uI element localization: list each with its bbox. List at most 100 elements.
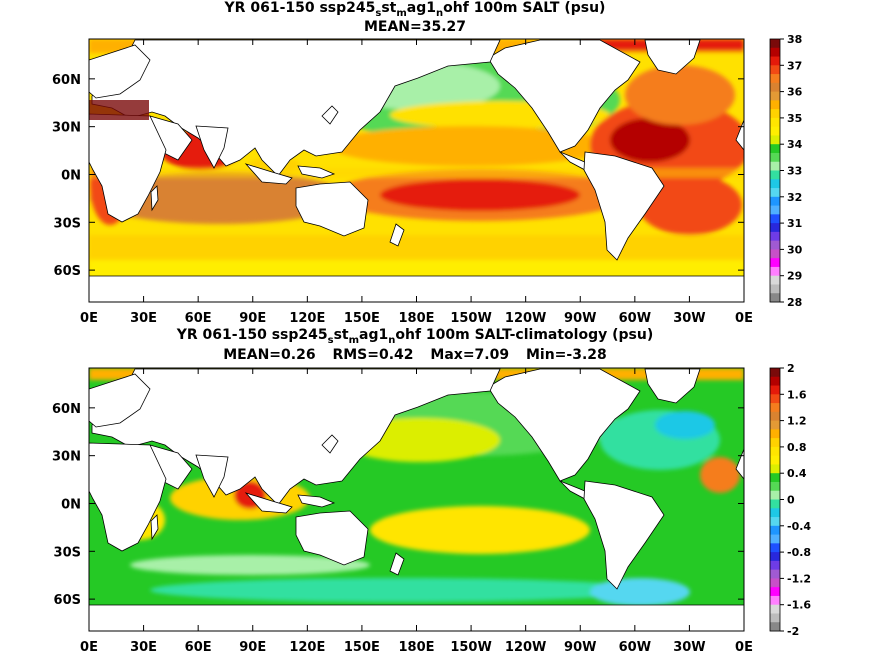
- colorbar-swatch: [770, 438, 780, 448]
- map2-mean: MEAN=0.26: [223, 347, 316, 363]
- colorbar-swatch: [770, 604, 780, 614]
- colorbar-swatch: [770, 490, 780, 500]
- colorbar-tick-label: 32: [787, 191, 802, 204]
- map2-title-part: ohf 100m SALT-climatology (psu): [395, 327, 654, 343]
- x-tick-label: 60W: [619, 311, 651, 326]
- y-tick-label: 60S: [54, 593, 81, 608]
- x-tick-label: 120E: [289, 640, 325, 655]
- map2-title-part: st: [333, 327, 349, 343]
- colorbar-swatch: [770, 100, 780, 110]
- colorbar-tick-label: -0.8: [787, 546, 811, 559]
- map1-title-part: ohf 100m SALT (psu): [443, 0, 606, 16]
- x-tick-label: 90E: [239, 311, 266, 326]
- colorbar-swatch: [770, 420, 780, 430]
- colorbar-swatch: [770, 587, 780, 597]
- colorbar-swatch: [770, 517, 780, 527]
- y-tick-label: 60N: [52, 402, 81, 417]
- colorbar-swatch: [770, 82, 780, 93]
- colorbar-swatch: [770, 152, 780, 163]
- colorbar-tick-label: -2: [787, 625, 799, 638]
- colorbar-swatch: [770, 622, 780, 632]
- map1-xaxis: 0E 30E 60E 90E 120E 150E 180E 150W 120W 90W 60W 30W…: [80, 39, 753, 326]
- map1-colorbar: 38 37 36 35 34 33 32 31 30 29 28: [769, 33, 803, 309]
- colorbar-swatch: [770, 205, 780, 215]
- colorbar-swatch: [770, 117, 780, 128]
- colorbar-swatch: [770, 47, 780, 58]
- colorbar-swatch: [770, 179, 780, 189]
- map2-title: YR 061-150 ssp245sstmag1nohf 100m SALT-c…: [0, 327, 830, 346]
- map2-title-part: ag1: [359, 327, 389, 343]
- colorbar-swatch: [770, 368, 780, 378]
- colorbar-swatch: [770, 284, 780, 294]
- map2-field: [89, 368, 744, 631]
- colorbar-tick-label: -1.6: [787, 599, 811, 612]
- colorbar-swatch: [770, 595, 780, 606]
- y-tick-label: 30S: [54, 216, 81, 231]
- colorbar-tick-label: 28: [787, 296, 802, 309]
- colorbar-swatch: [770, 613, 780, 623]
- map1-title-part: st: [381, 0, 397, 16]
- colorbar-swatch: [770, 39, 780, 49]
- x-tick-label: 120W: [505, 640, 546, 655]
- x-tick-label: 60W: [619, 640, 651, 655]
- colorbar-tick-label: -1.2: [787, 572, 811, 585]
- x-tick-label: 0E: [80, 311, 98, 326]
- colorbar-swatch: [770, 446, 780, 457]
- map1-title-sub: s: [375, 8, 382, 19]
- colorbar-swatch: [770, 214, 780, 224]
- map1-stats: MEAN=35.27: [0, 19, 830, 35]
- x-tick-label: 90E: [239, 640, 266, 655]
- colorbar-swatch: [770, 74, 780, 84]
- map2-max: Max=7.09: [430, 347, 510, 363]
- colorbar-swatch: [770, 266, 780, 277]
- map1-title-sub: m: [396, 8, 407, 19]
- map2-xaxis: 0E 30E 60E 90E 120E 150E 180E 150W 120W 90W 60W 30W…: [80, 368, 753, 655]
- colorbar-tick-label: 0.4: [787, 467, 807, 480]
- colorbar-swatch: [770, 144, 780, 154]
- colorbar-swatch: [770, 376, 780, 387]
- colorbar-swatch: [770, 560, 780, 571]
- colorbar-swatch: [770, 403, 780, 413]
- map1: 0E 30E 60E 90E 120E 150E 180E 150W 120W 90W 60W 30W…: [52, 33, 803, 326]
- x-tick-label: 150W: [450, 640, 491, 655]
- colorbar-tick-label: 30: [787, 243, 803, 256]
- colorbar-swatch: [770, 249, 780, 259]
- colorbar-swatch: [770, 223, 780, 233]
- colorbar-tick-label: 34: [787, 138, 803, 151]
- colorbar-swatch: [770, 552, 780, 562]
- colorbar-swatch: [770, 188, 780, 198]
- x-tick-label: 150E: [344, 640, 380, 655]
- map2-title-part: YR 061-150 ssp245: [176, 327, 328, 343]
- colorbar-swatch: [770, 569, 780, 579]
- colorbar-swatch: [770, 170, 780, 180]
- map2-title-sub: m: [348, 335, 360, 346]
- x-tick-label: 0E: [80, 640, 98, 655]
- colorbar-tick-label: 38: [787, 33, 802, 46]
- colorbar-swatch: [770, 578, 780, 588]
- x-tick-label: 150W: [450, 311, 491, 326]
- colorbar-swatch: [770, 258, 780, 268]
- x-tick-label: 180E: [398, 311, 434, 326]
- x-tick-label: 30E: [130, 640, 157, 655]
- colorbar-swatch: [770, 455, 780, 465]
- colorbar-swatch: [770, 499, 780, 509]
- x-tick-label: 120W: [505, 311, 546, 326]
- x-tick-label: 0E: [735, 311, 753, 326]
- colorbar-tick-label: 0: [787, 494, 795, 507]
- colorbar-swatch: [770, 429, 780, 439]
- map2-min: Min=-3.28: [525, 347, 607, 363]
- colorbar-swatch: [770, 126, 780, 136]
- map1-title-sub: n: [436, 8, 444, 19]
- x-tick-label: 30E: [130, 311, 157, 326]
- y-tick-label: 60S: [54, 264, 81, 279]
- map2-yaxis: 60N 30N 0N 30S 60S: [52, 402, 744, 608]
- colorbar-swatch: [770, 135, 780, 145]
- map2-rms: RMS=0.42: [332, 347, 414, 363]
- colorbar-swatch: [770, 196, 780, 207]
- y-tick-label: 60N: [52, 73, 81, 88]
- colorbar-tick-label: 36: [787, 86, 803, 99]
- colorbar-swatch: [770, 293, 780, 303]
- colorbar-swatch: [770, 525, 780, 536]
- colorbar-swatch: [770, 411, 780, 422]
